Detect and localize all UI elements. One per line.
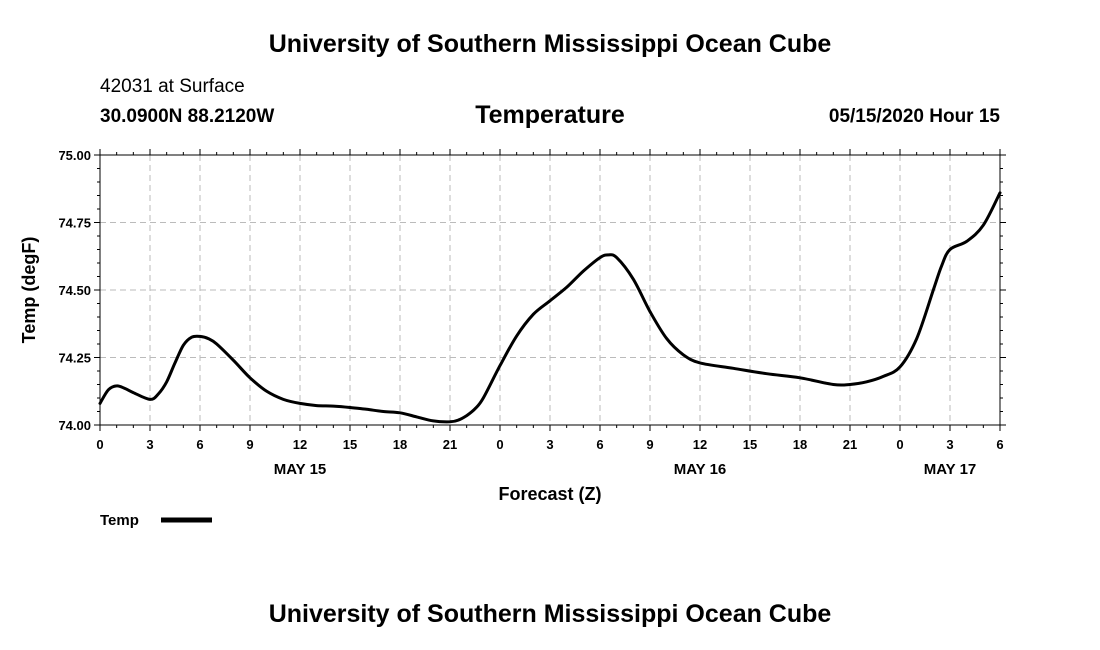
x-tick-label: 6 — [996, 437, 1003, 452]
y-tick-label: 74.50 — [58, 283, 91, 298]
day-label: MAY 16 — [674, 461, 727, 478]
x-tick-label: 21 — [443, 437, 457, 452]
x-tick-label: 18 — [793, 437, 807, 452]
legend: Temp — [100, 512, 212, 529]
x-tick-label: 6 — [596, 437, 603, 452]
station-label: 42031 at Surface — [100, 76, 245, 97]
y-tick-label: 74.00 — [58, 418, 91, 433]
y-axis-ticks: 74.00 74.25 74.50 74.75 75.00 — [58, 148, 1006, 433]
day-label: MAY 17 — [924, 461, 977, 478]
y-tick-label: 74.75 — [58, 216, 91, 231]
y-axis-title: Temp (degF) — [19, 237, 39, 344]
x-tick-label: 15 — [343, 437, 357, 452]
series-layer — [98, 191, 1002, 424]
x-tick-label: 15 — [743, 437, 757, 452]
day-label: MAY 15 — [274, 461, 327, 478]
x-tick-label: 9 — [246, 437, 253, 452]
y-tick-label: 75.00 — [58, 148, 91, 163]
x-tick-label: 9 — [646, 437, 653, 452]
x-tick-label: 0 — [496, 437, 503, 452]
series-line-temp — [98, 191, 1002, 424]
x-tick-label: 12 — [293, 437, 307, 452]
legend-label-temp: Temp — [100, 512, 139, 529]
chart-title: Temperature — [475, 101, 625, 129]
x-tick-label: 18 — [393, 437, 407, 452]
coordinates-label: 30.0900N 88.2120W — [100, 106, 275, 127]
grid — [100, 155, 1000, 425]
x-tick-label: 3 — [146, 437, 153, 452]
x-tick-label: 6 — [196, 437, 203, 452]
bottom-title: University of Southern Mississippi Ocean… — [268, 600, 832, 628]
top-title: University of Southern Mississippi Ocean… — [268, 30, 832, 58]
y-tick-label: 74.25 — [58, 351, 91, 366]
x-tick-label: 21 — [843, 437, 857, 452]
x-axis-ticks: 0 3 6 9 12 15 18 21 0 3 6 9 12 15 18 21 0 3 6 — [96, 149, 1004, 452]
x-tick-label: 3 — [946, 437, 953, 452]
day-labels: MAY 15 MAY 16 MAY 17 — [274, 461, 977, 478]
x-tick-label: 0 — [896, 437, 903, 452]
forecast-datetime: 05/15/2020 Hour 15 — [828, 106, 1000, 127]
x-tick-label: 12 — [693, 437, 707, 452]
x-tick-label: 3 — [546, 437, 553, 452]
x-tick-label: 0 — [96, 437, 103, 452]
x-axis-title: Forecast (Z) — [498, 484, 601, 504]
